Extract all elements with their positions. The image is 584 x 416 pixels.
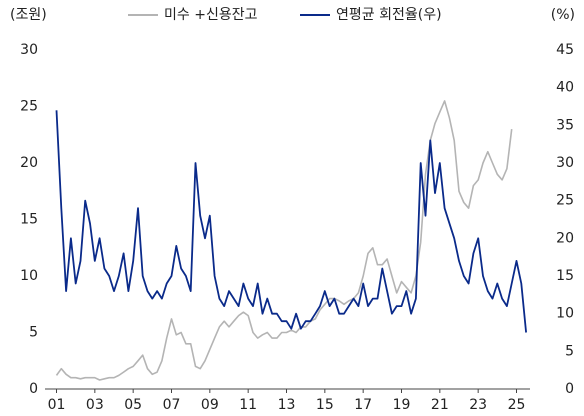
y2-tick-label: 45: [556, 42, 574, 58]
y2-tick-label: 25: [556, 193, 574, 209]
x-tick-label: 25: [508, 397, 526, 413]
series-line: [55, 110, 527, 333]
y-tick-label: 25: [20, 99, 38, 115]
x-tick-label: 09: [201, 397, 219, 413]
y2-tick-label: 20: [556, 230, 574, 246]
x-tick-label: 19: [393, 397, 411, 413]
x-tick-label: 03: [86, 397, 104, 413]
series-line: [55, 100, 513, 381]
x-tick-label: 11: [239, 397, 257, 413]
legend-label: 미수 +신용잔고: [164, 7, 258, 23]
y-tick-label: 10: [20, 268, 38, 284]
y2-tick-label: 40: [556, 80, 574, 96]
y-unit-label: (조원): [10, 7, 47, 23]
x-tick-label: 13: [278, 397, 296, 413]
y-tick-label: 15: [20, 212, 38, 228]
y-tick-label: 30: [20, 42, 38, 58]
x-tick-label: 05: [124, 397, 142, 413]
x-tick-label: 17: [354, 397, 372, 413]
y2-tick-label: 0: [565, 381, 574, 397]
y2-tick-label: 10: [556, 306, 574, 322]
y-tick-label: 20: [20, 155, 38, 171]
y2-tick-label: 30: [556, 155, 574, 171]
x-tick-label: 21: [431, 397, 449, 413]
x-tick-label: 23: [469, 397, 487, 413]
y-tick-label: 0: [29, 381, 38, 397]
legend-label: 연평균 회전율(우): [336, 7, 442, 23]
y2-tick-label: 5: [565, 343, 574, 359]
x-tick-label: 07: [163, 397, 181, 413]
y-tick-label: 5: [29, 325, 38, 341]
x-tick-label: 01: [48, 397, 66, 413]
y2-tick-label: 35: [556, 117, 574, 133]
y2-unit-label: (%): [551, 7, 575, 23]
y2-tick-label: 15: [556, 268, 574, 284]
x-tick-label: 15: [316, 397, 334, 413]
